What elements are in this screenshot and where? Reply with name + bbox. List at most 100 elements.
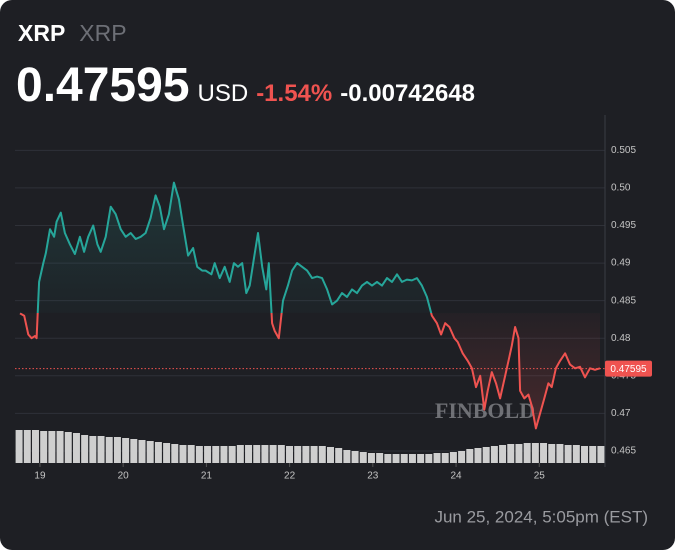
volume-bar [335, 448, 343, 463]
y-tick-label: 0.465 [611, 446, 636, 457]
currency: USD [197, 80, 249, 107]
volume-bar [515, 444, 523, 463]
volume-bar [572, 445, 580, 463]
volume-bar [417, 454, 425, 463]
volume-bar [581, 446, 589, 463]
volume-bar [64, 432, 72, 463]
volume-bar [367, 453, 375, 463]
volume-bar [482, 447, 490, 463]
volume-bar [589, 446, 597, 463]
volume-bar [269, 445, 277, 463]
price-line [19, 181, 601, 430]
x-tick-label: 25 [534, 471, 546, 482]
volume-bar [310, 446, 318, 463]
volume-bar [359, 452, 367, 463]
price: 0.47595 [16, 59, 190, 112]
x-tick-label: 21 [201, 471, 213, 482]
volume-bar [548, 444, 556, 463]
volume-bar [212, 446, 220, 463]
volume-bar [48, 431, 56, 463]
y-tick-label: 0.505 [611, 145, 636, 156]
volume-bar [113, 437, 121, 463]
volume-bar [195, 446, 203, 463]
volume-bar [236, 445, 244, 463]
volume-bar [163, 443, 171, 463]
x-tick-label: 22 [284, 471, 296, 482]
y-tick-label: 0.48 [611, 333, 631, 344]
volume-bar [23, 430, 31, 463]
x-tick-label: 20 [118, 471, 130, 482]
volume-bar [130, 439, 138, 463]
volume-bar [400, 454, 408, 463]
volume-bar [228, 446, 236, 463]
volume-bar [433, 453, 441, 463]
volume-bar [392, 454, 400, 463]
asset-name: XRP [79, 20, 127, 46]
x-tick-label: 19 [34, 471, 46, 482]
volume-bar [179, 445, 187, 463]
volume-bar [531, 443, 539, 463]
y-tick-label: 0.47 [611, 408, 631, 419]
volume-bar [343, 450, 351, 463]
volume-bar [441, 453, 449, 463]
volume-bar [294, 446, 302, 463]
x-tick-label: 24 [450, 471, 462, 482]
volume-bar [122, 438, 130, 463]
volume-bar [507, 444, 515, 463]
change: -0.00742648 [340, 80, 476, 107]
volume-bar [97, 436, 105, 463]
volume-bar [523, 443, 531, 463]
y-tick-label: 0.485 [611, 295, 636, 306]
y-tick-label: 0.50 [611, 183, 631, 194]
y-tick-label: 0.495 [611, 220, 636, 231]
header: XRP XRP [18, 20, 127, 47]
price-row: 0.47595 USD -1.54% -0.00742648 [16, 58, 475, 113]
volume-bar [40, 431, 48, 463]
volume-bar [449, 452, 457, 463]
volume-bar [499, 445, 507, 463]
volume-bar [376, 453, 384, 463]
volume-bar [56, 431, 64, 463]
volume-bar [384, 454, 392, 463]
volume-bar [564, 445, 572, 463]
volume-bar [490, 446, 498, 463]
volume-bar [318, 446, 326, 463]
volume-bar [408, 454, 416, 463]
y-tick-label: 0.49 [611, 258, 631, 269]
volume-bar [326, 447, 334, 463]
volume-bar [154, 442, 162, 463]
volume-bar [204, 446, 212, 463]
volume-bar [171, 444, 179, 463]
x-tick-label: 23 [367, 471, 379, 482]
volume-bar [138, 440, 146, 463]
volume-bar [556, 444, 564, 463]
area [20, 182, 600, 429]
volume-bar [15, 430, 23, 463]
volume-bar [277, 445, 285, 463]
volume-bar [302, 446, 310, 463]
price-tag-label: 0.47595 [610, 364, 647, 375]
volume-bar [146, 441, 154, 463]
volume-bar [31, 430, 39, 463]
volume-bar [597, 446, 605, 463]
volume-bar [474, 448, 482, 463]
price-tag [605, 360, 652, 377]
volume-bar [425, 454, 433, 463]
volume-bar [351, 451, 359, 463]
timestamp: Jun 25, 2024, 5:05pm (EST) [434, 507, 648, 526]
volume-bar [72, 433, 80, 463]
volume-bar [253, 445, 261, 463]
volume-bar [540, 443, 548, 463]
volume-bar [261, 445, 269, 463]
volume-bar [220, 446, 228, 463]
symbol: XRP [18, 20, 66, 46]
volume-bar [286, 446, 294, 463]
volume-bar [81, 435, 89, 463]
change-pct: -1.54% [256, 80, 333, 107]
volume-bar [466, 449, 474, 463]
volume-bar [458, 451, 466, 463]
volume-bar [245, 445, 253, 463]
volume-bar [105, 437, 113, 463]
